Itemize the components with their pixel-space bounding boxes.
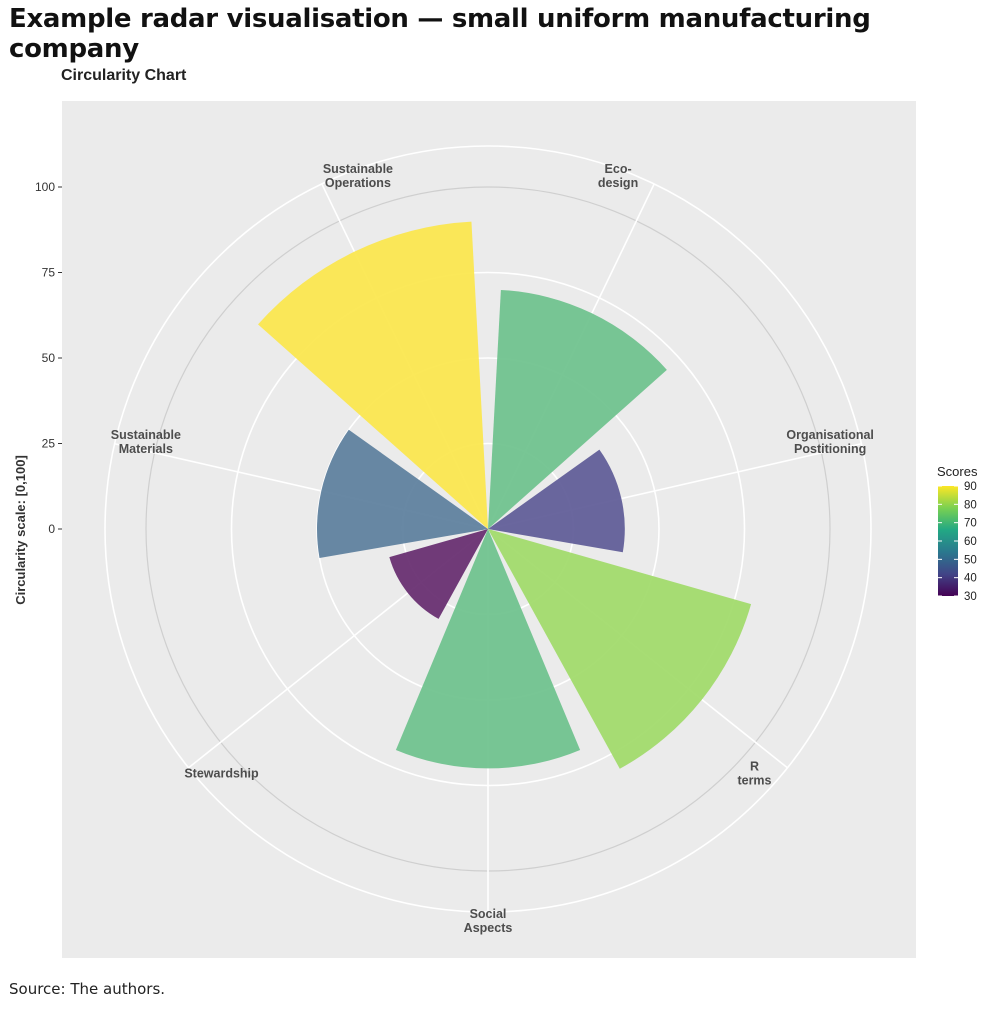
y-tick-label: 100 [35, 180, 55, 194]
category-label: Sustainable Operations [323, 162, 393, 190]
bar-social-aspects [395, 529, 581, 769]
bar-r-terms [488, 529, 752, 769]
legend-tick-label: 70 [964, 518, 977, 530]
y-tick-label: 0 [48, 522, 55, 536]
category-label: Social Aspects [464, 907, 513, 935]
y-tick-label: 50 [42, 351, 56, 365]
category-label: Stewardship [184, 766, 259, 780]
legend-tick-label: 80 [964, 499, 977, 511]
legend-tick-label: 90 [964, 481, 977, 493]
y-tick-label: 75 [42, 266, 56, 280]
bar-sustainable-operations [258, 221, 488, 529]
legend-title: Scores [937, 464, 978, 479]
category-label: Organisational Postitioning [786, 428, 874, 456]
legend-tick-label: 30 [964, 591, 977, 603]
legend-tick-label: 50 [964, 554, 977, 566]
category-label: Sustainable Materials [111, 428, 181, 456]
legend-tick-label: 60 [964, 536, 977, 548]
y-tick-label: 25 [42, 437, 56, 451]
page-title: Example radar visualisation — small unif… [9, 4, 871, 64]
legend-tick-label: 40 [964, 573, 977, 585]
category-label: Eco-design [598, 162, 638, 190]
bar-eco-design [488, 289, 667, 529]
bar-sustainable-materials [317, 429, 488, 559]
bar-organisational-postitioning [488, 449, 625, 553]
chart-title: Circularity Chart [61, 67, 187, 84]
source-note: Source: The authors. [9, 980, 166, 998]
bar-stewardship [389, 529, 488, 619]
legend-colorbar [938, 486, 958, 596]
y-axis-label: Circularity scale: [0,100] [13, 455, 28, 605]
